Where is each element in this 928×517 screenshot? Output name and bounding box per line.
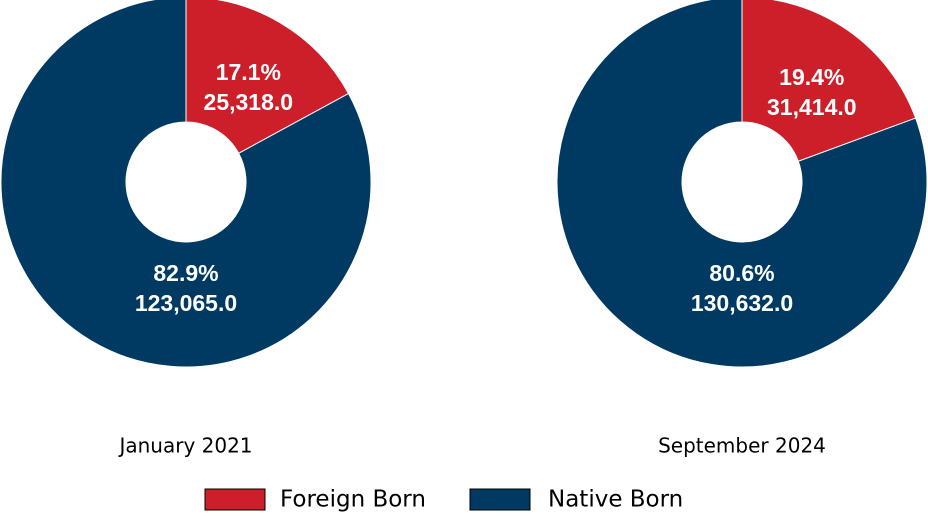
- percent-label: 82.9%: [153, 260, 218, 286]
- legend-label: Native Born: [548, 487, 683, 513]
- percent-label: 80.6%: [709, 260, 774, 286]
- donut-slice: [556, 0, 928, 368]
- chart-title: January 2021: [117, 434, 252, 458]
- donut-slice: [741, 0, 917, 162]
- value-label: 25,318.0: [204, 89, 294, 115]
- percent-label: 17.1%: [216, 59, 281, 85]
- legend-label: Foreign Born: [280, 487, 426, 513]
- value-label: 31,414.0: [767, 94, 857, 120]
- percent-label: 19.4%: [779, 64, 844, 90]
- chart-title: September 2024: [658, 434, 826, 458]
- donut-slice: [185, 0, 350, 154]
- value-label: 130,632.0: [691, 290, 793, 316]
- legend-swatch: [204, 488, 266, 511]
- value-label: 123,065.0: [135, 290, 237, 316]
- donut-slice: [0, 0, 372, 368]
- legend-swatch: [469, 488, 531, 511]
